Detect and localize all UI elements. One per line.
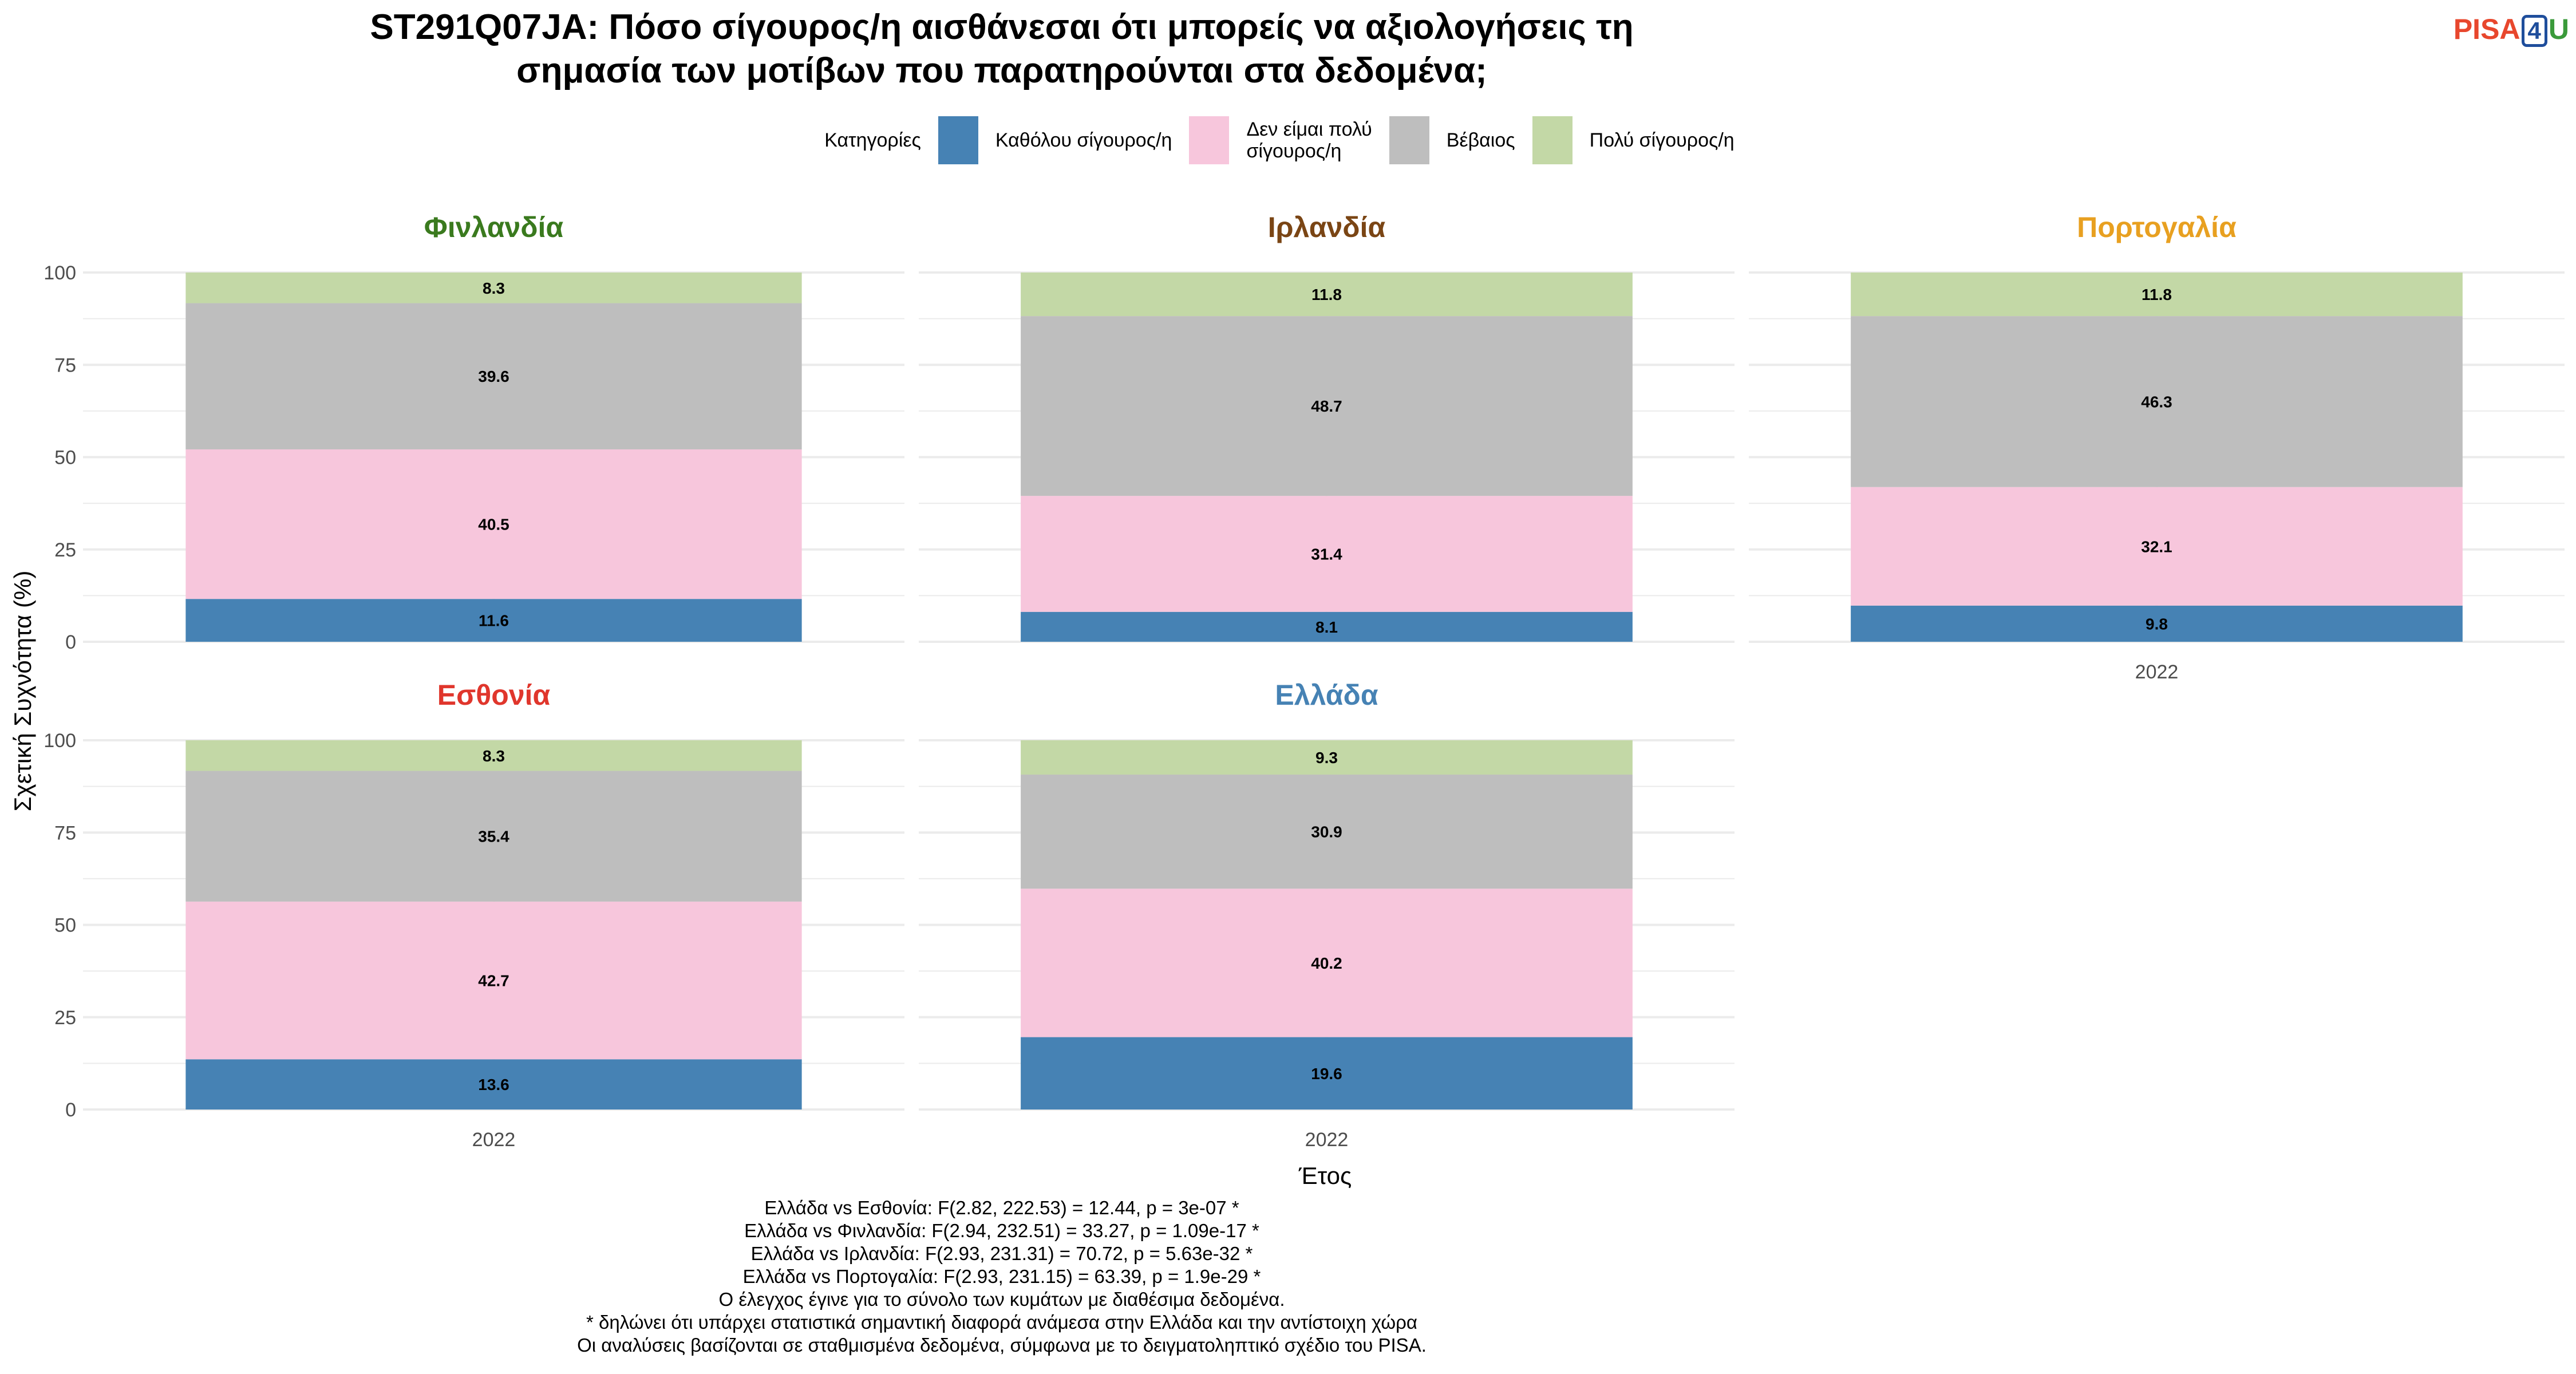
chart-title-line-1: ST291Q07JA: Πόσο σίγουρος/η αισθάνεσαι ό… [370,7,1634,47]
legend-swatch [1532,116,1573,164]
bar-segment [1021,774,1633,889]
data-label: 8.3 [483,279,505,297]
logo-text-pisa: PISA [2453,13,2520,45]
logo-text-u: U [2548,13,2569,45]
y-tick-label: 0 [65,1099,76,1121]
bar-segment [1021,496,1633,612]
data-label: 40.2 [1311,954,1342,972]
bar-segment [1021,889,1633,1037]
data-label: 42.7 [478,972,509,990]
y-tick-label: 50 [54,915,76,937]
bar-segment [185,901,802,1060]
legend-label: Καθόλου σίγουρος/η [995,129,1172,151]
data-label: 30.9 [1311,823,1342,841]
legend-item: Βέβαιος [1389,116,1515,164]
note-line: Οι αναλύσεις βασίζονται σε σταθμισμένα δ… [577,1334,1427,1356]
legend-label: Πολύ σίγουρος/η [1589,129,1735,151]
y-tick-label: 75 [54,354,76,376]
legend-swatch [1189,116,1230,164]
data-label: 11.8 [1311,286,1342,303]
data-label: 13.6 [478,1076,509,1093]
bar-segment [1021,611,1633,642]
x-tick-label: 2022 [472,1129,516,1151]
legend-item: Πολύ σίγουρος/η [1532,116,1735,164]
chart-title-line-2: σημασία των μοτίβων που παρατηρούνται στ… [516,51,1487,90]
legend-label: Βέβαιος [1446,129,1515,151]
y-tick-label: 25 [54,1007,76,1029]
bar-segment [185,303,802,449]
data-label: 11.8 [2142,286,2172,303]
legend-swatch [938,116,978,164]
data-label: 39.6 [478,368,509,385]
bar-segment [185,771,802,902]
data-label: 9.8 [2146,615,2168,633]
data-label: 8.3 [483,747,505,765]
legend-label: Δεν είμαι πολύ σίγουρος/η [1246,119,1372,162]
note-line: Ελλάδα vs Φινλανδία: F(2.94, 232.51) = 3… [744,1220,1259,1241]
bar-segment [185,599,802,642]
note-line: Ελλάδα vs Ιρλανδία: F(2.93, 231.31) = 70… [750,1243,1253,1264]
logo-text-4: 4 [2521,15,2547,47]
data-label: 35.4 [478,828,509,846]
data-label: 40.5 [478,516,509,534]
data-label: 8.1 [1315,618,1338,636]
data-label: 48.7 [1311,397,1342,415]
bar-segment [1021,740,1633,775]
note-line: Ελλάδα vs Εσθονία: F(2.82, 222.53) = 12.… [764,1197,1239,1218]
y-axis-title: Σχετική Συχνότητα (%) [9,571,36,812]
y-tick-label: 0 [65,631,76,653]
legend: Κατηγορίες Καθόλου σίγουρος/η Δεν είμαι … [0,116,2576,164]
bar-segment [185,1059,802,1110]
x-axis-title: Έτος [1298,1162,1352,1189]
x-tick-label: 2022 [1305,1129,1349,1151]
facet-title: Πορτογαλία [2077,211,2237,243]
bar-segment [1851,487,2463,606]
y-tick-label: 75 [54,822,76,844]
bar-segment [185,449,802,599]
data-label: 32.1 [2141,538,2172,555]
data-label: 11.6 [479,612,509,630]
bar-segment [1021,316,1633,496]
bar-segment [1021,1037,1633,1110]
facet-title: Ιρλανδία [1268,211,1386,243]
legend-title: Κατηγορίες [824,129,921,151]
note-line: Ο έλεγχος έγινε για το σύνολο των κυμάτω… [718,1289,1285,1310]
x-tick-label: 2022 [2135,661,2179,683]
bar-segment [1851,273,2463,317]
legend-item: Καθόλου σίγουρος/η [938,116,1172,164]
legend-item: Δεν είμαι πολύ σίγουρος/η [1189,116,1372,164]
y-tick-label: 100 [44,730,76,752]
data-label: 19.6 [1311,1065,1342,1083]
y-tick-label: 25 [54,539,76,561]
legend-swatch [1389,116,1429,164]
note-line: Ελλάδα vs Πορτογαλία: F(2.93, 231.15) = … [742,1266,1261,1287]
bar-segment [185,740,802,771]
data-label: 9.3 [1315,749,1338,767]
bar-segment [185,273,802,303]
bar-segment [1851,316,2463,487]
y-tick-label: 50 [54,447,76,469]
facet-title: Εσθονία [437,679,551,711]
bar-segment [1021,273,1633,317]
y-tick-label: 100 [44,262,76,284]
facet-title: Ελλάδα [1275,679,1378,711]
facet-title: Φινλανδία [424,211,564,243]
data-label: 46.3 [2141,393,2172,410]
note-line: * δηλώνει ότι υπάρχει στατιστικά σημαντι… [586,1312,1417,1333]
chart-title: ST291Q07JA: Πόσο σίγουρος/η αισθάνεσαι ό… [0,6,2004,93]
data-label: 31.4 [1311,545,1342,563]
bar-segment [1851,605,2463,642]
chart-notes: Ελλάδα vs Εσθονία: F(2.82, 222.53) = 12.… [0,1197,2004,1357]
pisa4u-logo: PISA 4 U [2453,13,2569,47]
